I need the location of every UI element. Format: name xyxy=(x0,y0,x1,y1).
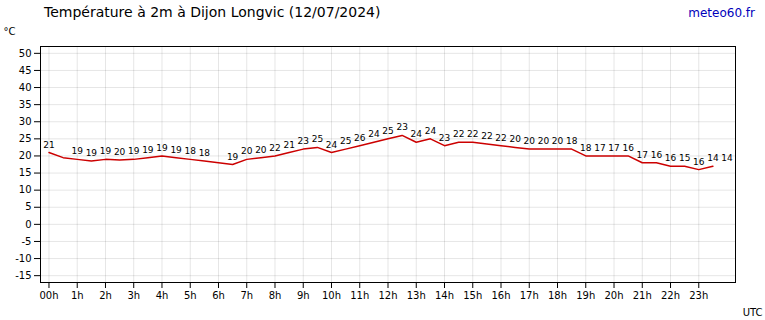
svg-text:18: 18 xyxy=(566,136,578,146)
svg-text:13h: 13h xyxy=(407,290,426,301)
svg-text:5: 5 xyxy=(25,201,31,212)
svg-text:2h: 2h xyxy=(99,290,112,301)
svg-text:20h: 20h xyxy=(604,290,623,301)
svg-text:°C: °C xyxy=(4,26,16,37)
svg-text:4h: 4h xyxy=(156,290,169,301)
svg-text:17h: 17h xyxy=(520,290,539,301)
svg-text:10h: 10h xyxy=(322,290,341,301)
svg-text:20: 20 xyxy=(114,147,126,157)
svg-text:18: 18 xyxy=(199,148,211,158)
svg-text:26: 26 xyxy=(354,133,366,143)
svg-text:17: 17 xyxy=(608,143,619,153)
svg-text:14: 14 xyxy=(721,153,733,163)
svg-text:-5: -5 xyxy=(22,236,32,247)
svg-text:22h: 22h xyxy=(661,290,680,301)
svg-text:25: 25 xyxy=(312,134,323,144)
svg-text:20: 20 xyxy=(538,136,550,146)
svg-text:23: 23 xyxy=(396,122,407,132)
svg-text:22: 22 xyxy=(453,129,464,139)
svg-text:10: 10 xyxy=(19,184,32,195)
svg-text:16: 16 xyxy=(693,157,705,167)
svg-text:16: 16 xyxy=(665,153,677,163)
svg-text:20: 20 xyxy=(552,136,564,146)
svg-text:45: 45 xyxy=(19,65,32,76)
svg-text:22: 22 xyxy=(481,131,492,141)
svg-text:19: 19 xyxy=(170,145,182,155)
svg-text:12h: 12h xyxy=(378,290,397,301)
svg-text:0: 0 xyxy=(25,219,31,230)
svg-text:1h: 1h xyxy=(71,290,84,301)
svg-text:UTC: UTC xyxy=(743,307,763,318)
svg-text:30: 30 xyxy=(19,116,32,127)
svg-text:25: 25 xyxy=(340,136,351,146)
svg-text:23: 23 xyxy=(298,136,309,146)
svg-text:24: 24 xyxy=(425,126,437,136)
svg-text:20: 20 xyxy=(524,136,536,146)
svg-text:17: 17 xyxy=(637,150,648,160)
svg-text:19: 19 xyxy=(227,152,239,162)
svg-text:23h: 23h xyxy=(689,290,708,301)
svg-text:19: 19 xyxy=(128,146,140,156)
svg-text:24: 24 xyxy=(411,129,423,139)
svg-text:20: 20 xyxy=(19,150,32,161)
svg-text:19: 19 xyxy=(72,146,84,156)
svg-text:15h: 15h xyxy=(463,290,482,301)
svg-text:3h: 3h xyxy=(127,290,140,301)
svg-text:24: 24 xyxy=(326,140,338,150)
svg-text:25: 25 xyxy=(19,133,32,144)
svg-text:16: 16 xyxy=(651,150,663,160)
svg-text:23: 23 xyxy=(439,133,450,143)
svg-text:00h: 00h xyxy=(39,290,58,301)
svg-text:15: 15 xyxy=(679,153,690,163)
svg-text:19h: 19h xyxy=(576,290,595,301)
svg-text:25: 25 xyxy=(382,126,393,136)
svg-text:35: 35 xyxy=(19,99,32,110)
html-text:Température à 2m à Dijon Longv: Température à 2m à Dijon Longvic (12/07/… xyxy=(44,4,381,20)
svg-text:8h: 8h xyxy=(269,290,282,301)
svg-text:19: 19 xyxy=(142,145,154,155)
svg-text:22: 22 xyxy=(269,143,280,153)
svg-text:20: 20 xyxy=(509,134,521,144)
svg-text:22: 22 xyxy=(467,129,478,139)
svg-text:18h: 18h xyxy=(548,290,567,301)
svg-text:18: 18 xyxy=(185,146,197,156)
svg-text:7h: 7h xyxy=(240,290,253,301)
svg-text:19: 19 xyxy=(100,146,112,156)
svg-text:5h: 5h xyxy=(184,290,197,301)
svg-text:17: 17 xyxy=(594,143,605,153)
svg-text:16h: 16h xyxy=(491,290,510,301)
svg-text:22: 22 xyxy=(495,133,506,143)
svg-text:18: 18 xyxy=(580,143,592,153)
svg-text:9h: 9h xyxy=(297,290,310,301)
svg-text:16: 16 xyxy=(622,143,634,153)
svg-text:15: 15 xyxy=(19,167,32,178)
svg-text:40: 40 xyxy=(19,82,32,93)
svg-text:21: 21 xyxy=(43,140,54,150)
svg-text:14: 14 xyxy=(707,153,719,163)
svg-text:20: 20 xyxy=(255,145,267,155)
svg-text:19: 19 xyxy=(156,143,168,153)
svg-text:19: 19 xyxy=(86,148,98,158)
svg-text:11h: 11h xyxy=(350,290,369,301)
html-text:meteo60.fr: meteo60.fr xyxy=(688,6,755,20)
svg-text:50: 50 xyxy=(19,48,32,59)
svg-text:14h: 14h xyxy=(435,290,454,301)
svg-text:6h: 6h xyxy=(212,290,225,301)
svg-text:21h: 21h xyxy=(633,290,652,301)
svg-text:21: 21 xyxy=(283,140,294,150)
svg-text:-10: -10 xyxy=(15,253,31,264)
svg-text:24: 24 xyxy=(368,129,380,139)
svg-text:-15: -15 xyxy=(15,270,31,281)
svg-text:20: 20 xyxy=(241,146,253,156)
